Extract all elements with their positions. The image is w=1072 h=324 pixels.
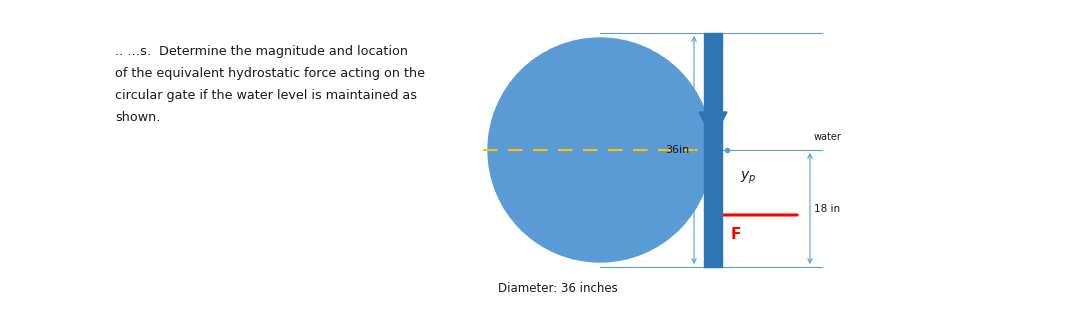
Text: circular gate if the water level is maintained as: circular gate if the water level is main…	[115, 89, 417, 102]
Text: water: water	[814, 132, 842, 142]
Circle shape	[488, 38, 712, 262]
Text: .. …s.  Determine the magnitude and location: .. …s. Determine the magnitude and locat…	[115, 45, 408, 58]
Text: of the equivalent hydrostatic force acting on the: of the equivalent hydrostatic force acti…	[115, 67, 425, 80]
Text: Diameter: 36 inches: Diameter: 36 inches	[498, 282, 617, 295]
Text: $y_p$: $y_p$	[740, 170, 757, 186]
Text: shown.: shown.	[115, 111, 161, 124]
Text: F: F	[731, 227, 741, 242]
Bar	[704, 33, 723, 267]
Text: 36in: 36in	[665, 145, 689, 155]
Polygon shape	[699, 112, 727, 140]
Text: 18 in: 18 in	[814, 203, 840, 214]
